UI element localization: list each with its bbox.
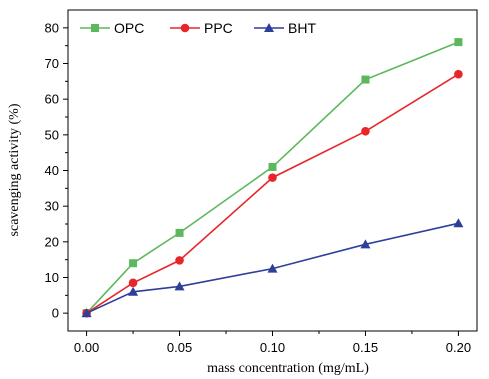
series-bht	[81, 218, 464, 318]
series-line-bht	[86, 222, 459, 314]
data-point-opc	[129, 259, 138, 268]
y-axis-ticks: 0 10 20 30 40 50 60 70 80	[45, 20, 68, 321]
legend-label-opc: OPC	[114, 20, 144, 36]
y-tick-label: 0	[52, 306, 59, 321]
y-tick-label: 70	[45, 56, 59, 71]
data-point-ppc	[268, 173, 277, 182]
data-point-ppc	[175, 256, 184, 265]
legend: OPC PPC BHT	[80, 20, 316, 36]
data-point-ppc	[454, 69, 463, 79]
legend-item-bht: BHT	[254, 20, 316, 36]
x-tick-label: 0.05	[167, 340, 192, 355]
x-axis-ticks: 0.00 0.05 0.10 0.15 0.20	[74, 331, 471, 355]
data-point-bht	[128, 286, 139, 296]
data-point-bht	[360, 239, 371, 249]
data-point-ppc	[128, 278, 138, 288]
legend-item-opc: OPC	[80, 20, 144, 36]
y-axis-title: scavenging activity (%)	[7, 103, 22, 236]
legend-marker-opc	[91, 24, 99, 32]
series-line-opc	[86, 41, 459, 314]
legend-label-bht: BHT	[288, 20, 316, 36]
y-tick-label: 20	[45, 234, 59, 249]
y-tick-label: 10	[45, 270, 59, 285]
data-point-bht	[174, 281, 185, 291]
x-tick-label: 0.00	[74, 340, 99, 355]
y-tick-label: 60	[45, 92, 59, 107]
data-point-opc	[361, 75, 370, 84]
legend-item-ppc: PPC	[170, 20, 233, 36]
x-tick-label: 0.10	[260, 340, 285, 355]
data-point-opc	[268, 162, 277, 171]
y-tick-label: 50	[45, 127, 59, 142]
data-point-opc	[175, 228, 184, 237]
data-point-bht	[453, 218, 464, 228]
data-point-bht	[267, 263, 278, 273]
series-line-ppc	[86, 73, 459, 314]
data-point-bht	[81, 308, 92, 318]
x-tick-label: 0.20	[446, 340, 471, 355]
y-tick-label: 30	[45, 199, 59, 214]
series-layer	[81, 38, 464, 318]
legend-marker-ppc	[180, 23, 190, 33]
legend-label-ppc: PPC	[204, 20, 233, 36]
y-tick-label: 80	[45, 20, 59, 35]
y-tick-label: 40	[45, 163, 59, 178]
x-tick-label: 0.15	[353, 340, 378, 355]
legend-marker-bht	[264, 23, 274, 32]
data-point-opc	[454, 38, 463, 47]
x-axis-title: mass concentration (mg/mL)	[207, 361, 369, 376]
series-ppc	[82, 69, 463, 318]
data-point-ppc	[361, 126, 370, 136]
